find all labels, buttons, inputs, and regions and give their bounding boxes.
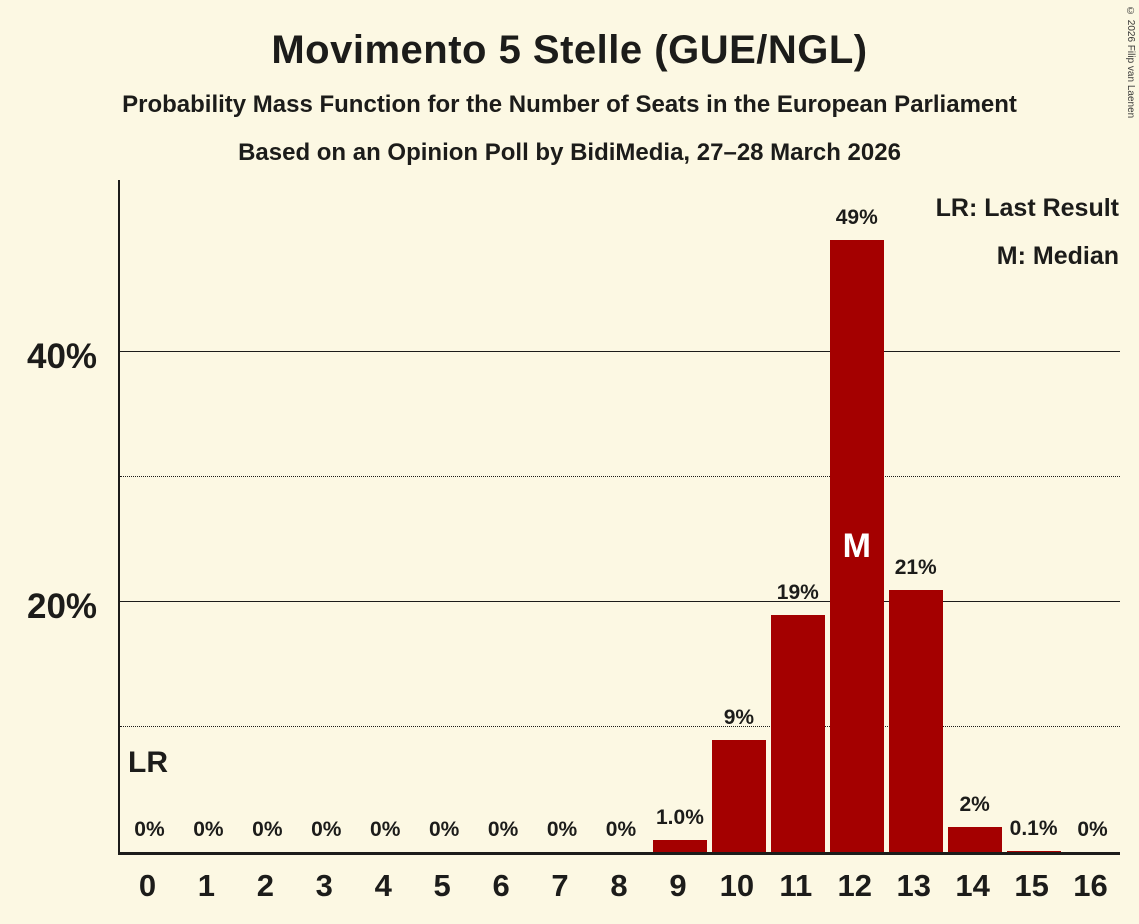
x-tick-label: 2: [256, 868, 274, 903]
x-tick-label: 13: [896, 868, 931, 903]
bar-seat-12: [829, 239, 884, 852]
bar-value-label: 9%: [723, 705, 755, 729]
legend: LR: Last Result M: Median: [936, 184, 1119, 280]
x-tick-label: 5: [433, 868, 451, 903]
bar-value-label: 0%: [193, 818, 224, 841]
bar-seat-11: [770, 614, 825, 852]
y-tick-label: 20%: [27, 587, 98, 626]
gridline-dotted-30: [120, 476, 1120, 477]
x-tick-label: 10: [719, 868, 755, 903]
y-tick-label: 40%: [27, 337, 98, 376]
bar-value-label: 0%: [487, 818, 519, 841]
x-tick-label: 12: [837, 868, 872, 903]
bar-seat-13: [888, 589, 943, 852]
bar-value-label: 19%: [776, 580, 819, 604]
bar-value-label: 0%: [1077, 818, 1108, 841]
bar-seat-14: [947, 827, 1002, 852]
plot-area: LR 0% 0% 0% 0% 0% 0% 0% 0% 0% 1.0% 9% 19% M 49% 21% 2% 0…: [118, 180, 1120, 855]
x-tick-label: 3: [315, 868, 333, 903]
y-axis: 20% 40%: [27, 180, 115, 855]
x-tick-label: 0: [138, 868, 157, 903]
bar-value-label: 2%: [959, 793, 990, 816]
bar-value-label: 0%: [428, 818, 460, 841]
last-result-marker: LR: [128, 746, 168, 779]
x-tick-label: 9: [669, 868, 687, 903]
bar-value-label: 0%: [252, 818, 283, 841]
chart-poll-source: Based on an Opinion Poll by BidiMedia, 2…: [238, 139, 901, 166]
x-tick-label: 14: [955, 868, 990, 903]
bar-value-label: 0%: [605, 818, 637, 841]
median-marker: M: [842, 526, 871, 565]
legend-median: M: Median: [996, 242, 1119, 270]
bar-value-label: 0%: [311, 818, 342, 841]
legend-last-result: LR: Last Result: [935, 194, 1119, 222]
bar-seat-15: [1006, 850, 1061, 852]
bar-value-label: 0%: [546, 818, 578, 841]
chart-subtitle: Probability Mass Function for the Number…: [122, 91, 1017, 118]
bar-seat-9: [652, 839, 707, 852]
gridline-solid-40: [120, 351, 1120, 352]
x-tick-label: 6: [492, 868, 510, 903]
bar-value-label: 49%: [835, 205, 878, 229]
bar-value-label: 0%: [134, 818, 165, 841]
bar-value-label: 0%: [370, 818, 401, 841]
x-tick-label: 4: [374, 868, 392, 903]
x-tick-label: 11: [779, 868, 813, 903]
x-axis: 0 1 2 3 4 5 6 7 8 9 10 11 12 13 14 15 16: [118, 868, 1120, 914]
bar-value-label: 0.1%: [1009, 816, 1058, 840]
bar-seat-10: [711, 739, 766, 852]
x-tick-label: 1: [197, 868, 216, 903]
bar-value-label: 1.0%: [656, 805, 704, 829]
gridline-solid-20: [120, 601, 1120, 602]
x-tick-label: 8: [610, 868, 628, 903]
chart-title: Movimento 5 Stelle (GUE/NGL): [271, 28, 868, 72]
x-tick-label: 15: [1014, 868, 1049, 903]
x-tick-label: 7: [551, 868, 569, 903]
gridline-dotted-10: [120, 726, 1120, 727]
copyright-notice: © 2026 Filip van Laenen: [1125, 6, 1136, 119]
x-tick-label: 16: [1073, 868, 1108, 903]
bar-value-label: 21%: [894, 555, 937, 579]
